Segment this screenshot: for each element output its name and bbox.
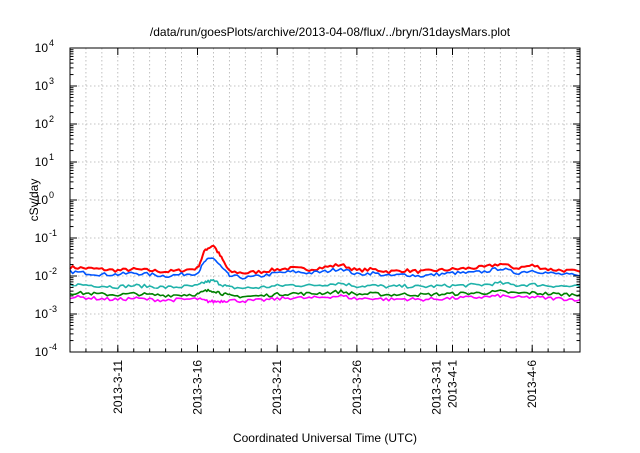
series-line-2 — [69, 278, 581, 290]
x-tick-label: 2013-4-1 — [446, 360, 460, 408]
y-tick-label: 10 — [35, 193, 49, 207]
y-tick-label: 10 — [35, 117, 49, 131]
x-axis-ticks: 2013-3-11 2013-3-16 2013-3-21 2013-3-26 2013… — [85, 48, 565, 415]
y-tick-exponent: 3 — [49, 76, 54, 86]
y-tick-label: 10 — [35, 345, 49, 359]
y-tick-exponent: 0 — [49, 190, 54, 200]
y-tick-label: 10 — [35, 79, 49, 93]
grid-lines — [70, 48, 580, 352]
y-tick-exponent: -1 — [49, 228, 57, 238]
x-tick-label: 2013-3-16 — [191, 360, 205, 415]
series-line-5 — [69, 293, 581, 304]
y-tick-label: 10 — [35, 231, 49, 245]
y-tick-label: 10 — [35, 307, 49, 321]
x-tick-label: 2013-3-31 — [430, 360, 444, 415]
y-tick-exponent: 1 — [49, 152, 54, 162]
y-tick-exponent: -3 — [49, 304, 57, 314]
series-line-0 — [69, 244, 581, 275]
series-line-1 — [69, 257, 581, 280]
series-line-3 — [69, 283, 581, 295]
chart-title: /data/run/goesPlots/archive/2013-04-08/f… — [150, 25, 511, 39]
x-tick-label: 2013-3-26 — [350, 360, 364, 415]
x-axis-label: Coordinated Universal Time (UTC) — [233, 431, 417, 445]
x-tick-label: 2013-3-11 — [111, 360, 125, 414]
y-tick-label: 10 — [35, 41, 49, 55]
y-tick-exponent: -4 — [49, 342, 57, 352]
y-tick-exponent: 2 — [49, 114, 54, 124]
x-tick-label: 2013-4-6 — [525, 360, 539, 408]
series-layer — [69, 244, 581, 304]
y-tick-exponent: -2 — [49, 266, 57, 276]
series-line-4 — [69, 288, 581, 299]
x-tick-label: 2013-3-21 — [270, 360, 284, 415]
y-tick-exponent: 4 — [49, 38, 54, 48]
y-axis-label: cSv/day — [27, 179, 41, 222]
y-tick-label: 10 — [35, 155, 49, 169]
y-tick-label: 10 — [35, 269, 49, 283]
